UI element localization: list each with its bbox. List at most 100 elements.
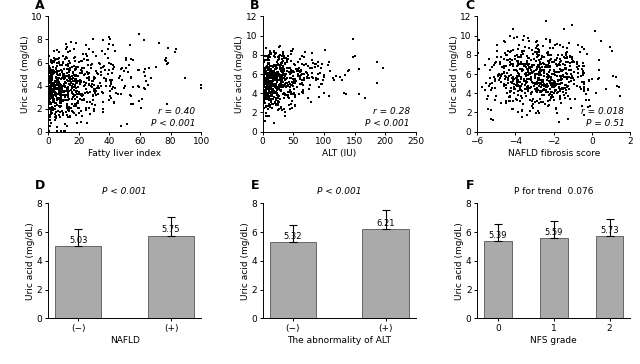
Point	[497, 71, 507, 77]
Point	[504, 67, 515, 73]
Point	[590, 28, 600, 33]
Point	[287, 105, 298, 111]
Point	[52, 79, 62, 84]
Point	[611, 83, 621, 89]
Point	[108, 41, 118, 47]
Point	[307, 65, 317, 71]
Point	[536, 56, 547, 62]
Point	[534, 72, 544, 78]
Point	[82, 89, 92, 95]
Point	[52, 80, 62, 86]
Point	[104, 98, 114, 103]
Point	[303, 95, 314, 101]
Point	[608, 73, 618, 79]
Point	[529, 62, 540, 68]
Point	[266, 97, 276, 103]
Point	[284, 102, 294, 108]
Point	[600, 86, 611, 92]
Point	[68, 93, 79, 99]
Point	[543, 51, 554, 56]
Point	[271, 75, 282, 80]
Point	[51, 93, 61, 99]
Point	[537, 54, 547, 60]
Point	[278, 79, 289, 85]
Point	[51, 112, 61, 118]
Point	[49, 92, 60, 98]
Point	[285, 107, 295, 112]
Point	[547, 94, 557, 100]
Point	[54, 90, 64, 96]
Point	[261, 78, 271, 84]
Point	[474, 66, 484, 72]
Point	[259, 59, 269, 65]
Point	[505, 88, 515, 94]
Point	[472, 84, 483, 90]
Point	[76, 58, 86, 64]
X-axis label: NAFLD fibrosis score: NAFLD fibrosis score	[508, 149, 600, 158]
Point	[259, 91, 269, 96]
Point	[559, 65, 570, 71]
Point	[48, 92, 58, 98]
Point	[282, 92, 292, 98]
Point	[44, 91, 54, 97]
Point	[509, 86, 519, 92]
Point	[576, 86, 586, 92]
Point	[547, 71, 557, 77]
Point	[575, 84, 585, 90]
Point	[262, 84, 273, 90]
Point	[522, 66, 532, 72]
Point	[317, 82, 327, 87]
Point	[48, 95, 58, 100]
Y-axis label: Uric acid (mg/dL): Uric acid (mg/dL)	[241, 222, 250, 300]
Point	[527, 64, 537, 70]
Point	[536, 61, 546, 67]
Point	[314, 63, 324, 69]
Point	[60, 95, 70, 100]
Y-axis label: Uric acid (mg/dL): Uric acid (mg/dL)	[235, 35, 244, 113]
Point	[563, 59, 573, 65]
Point	[60, 128, 70, 134]
Point	[555, 81, 565, 87]
Point	[76, 92, 86, 98]
Point	[89, 106, 99, 112]
Point	[97, 48, 107, 54]
Point	[77, 65, 88, 71]
Point	[531, 45, 541, 51]
Point	[47, 81, 57, 87]
Point	[533, 77, 543, 83]
Point	[285, 84, 295, 90]
Point	[267, 63, 277, 68]
Point	[539, 70, 549, 75]
Point	[283, 82, 293, 88]
X-axis label: ALT (IU): ALT (IU)	[322, 149, 356, 158]
Point	[79, 56, 89, 62]
Point	[265, 75, 275, 81]
Point	[543, 89, 553, 95]
Point	[136, 106, 146, 111]
Point	[146, 75, 156, 81]
Point	[45, 89, 56, 95]
Point	[547, 59, 557, 65]
Point	[266, 48, 276, 54]
Point	[62, 105, 72, 111]
Point	[260, 68, 271, 74]
Point	[541, 36, 551, 42]
Point	[74, 110, 84, 116]
Point	[260, 100, 270, 106]
Point	[541, 84, 551, 90]
Point	[262, 79, 273, 85]
Point	[69, 46, 79, 52]
Point	[525, 85, 536, 91]
Point	[532, 64, 542, 70]
Point	[297, 60, 307, 66]
Point	[49, 116, 60, 122]
Point	[115, 73, 125, 79]
Point	[258, 56, 268, 62]
Point	[307, 50, 317, 56]
Point	[534, 63, 545, 69]
Point	[532, 89, 542, 95]
Point	[264, 103, 274, 109]
Point	[545, 56, 556, 62]
Point	[514, 73, 524, 79]
Point	[555, 56, 565, 62]
